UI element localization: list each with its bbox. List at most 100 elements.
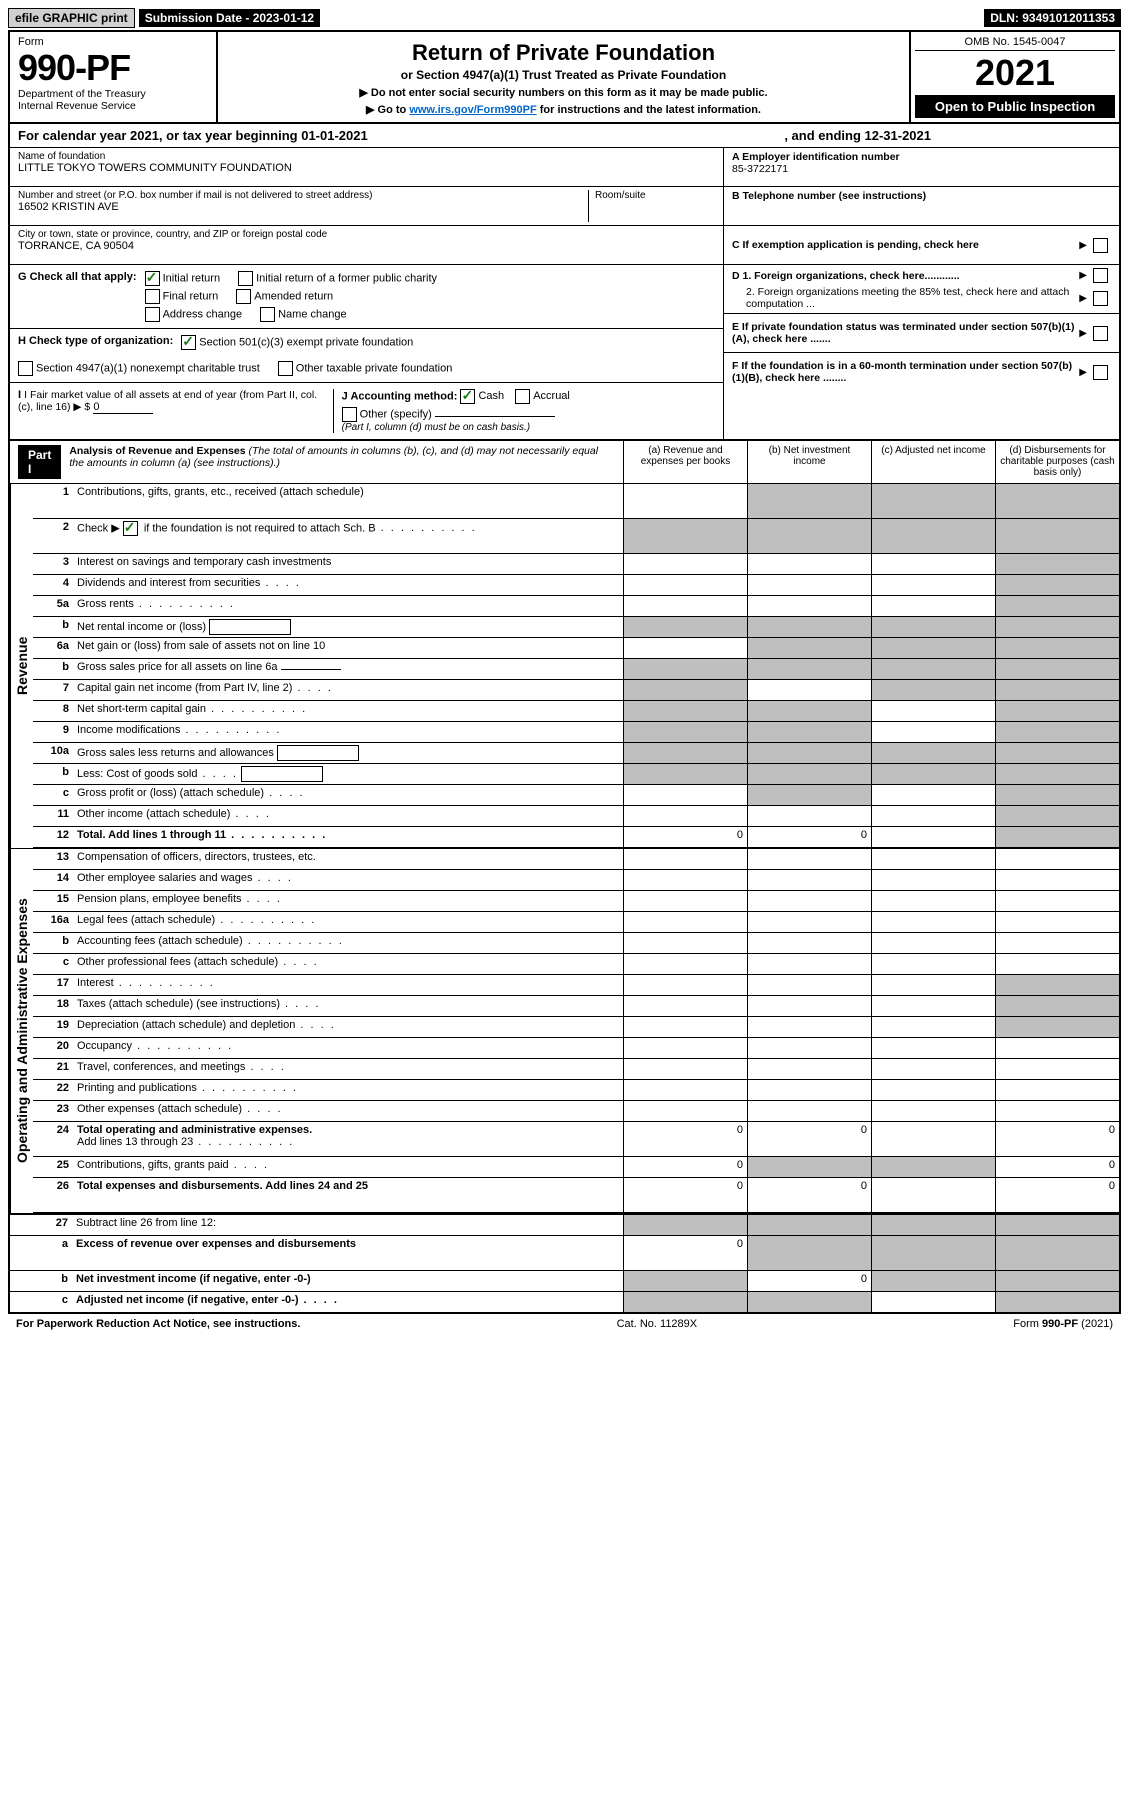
row-9: 9Income modifications bbox=[33, 722, 1119, 743]
row-10b: bLess: Cost of goods sold bbox=[33, 764, 1119, 785]
row-6a: 6aNet gain or (loss) from sale of assets… bbox=[33, 638, 1119, 659]
efile-btn[interactable]: efile GRAPHIC print bbox=[8, 8, 135, 28]
tax-year: 2021 bbox=[915, 55, 1115, 91]
part1-header: Part I Analysis of Revenue and Expenses … bbox=[10, 441, 1119, 484]
e-label: E If private foundation status was termi… bbox=[732, 321, 1075, 345]
4947a1-label: Section 4947(a)(1) nonexempt charitable … bbox=[36, 362, 260, 374]
address-change-checkbox[interactable] bbox=[145, 307, 160, 322]
revenue-side-label: Revenue bbox=[10, 484, 33, 848]
goto-post: for instructions and the latest informat… bbox=[537, 104, 761, 116]
g-label: G Check all that apply: bbox=[18, 271, 137, 283]
calendar-year-row: For calendar year 2021, or tax year begi… bbox=[10, 124, 1119, 148]
submission-date: Submission Date - 2023-01-12 bbox=[139, 9, 320, 27]
cash-checkbox[interactable] bbox=[460, 389, 475, 404]
e-checkbox[interactable] bbox=[1093, 326, 1108, 341]
entity-info: Name of foundation LITTLE TOKYO TOWERS C… bbox=[10, 148, 1119, 441]
omb-number: OMB No. 1545-0047 bbox=[915, 36, 1115, 51]
f-checkbox[interactable] bbox=[1093, 365, 1108, 380]
row-27c: cAdjusted net income (if negative, enter… bbox=[10, 1292, 1119, 1312]
501c3-checkbox[interactable] bbox=[181, 335, 196, 350]
form-number: 990-PF bbox=[18, 50, 208, 86]
amended-return-checkbox[interactable] bbox=[236, 289, 251, 304]
row-10a: 10aGross sales less returns and allowanc… bbox=[33, 743, 1119, 764]
other-method-checkbox[interactable] bbox=[342, 407, 357, 422]
irs-label: Internal Revenue Service bbox=[18, 100, 208, 112]
ssn-warning: ▶ Do not enter social security numbers o… bbox=[230, 86, 897, 99]
room-label: Room/suite bbox=[595, 190, 715, 201]
form-subtitle: or Section 4947(a)(1) Trust Treated as P… bbox=[230, 68, 897, 82]
row-16a: 16aLegal fees (attach schedule) bbox=[33, 912, 1119, 933]
name-label: Name of foundation bbox=[18, 151, 715, 162]
section-d: D 1. Foreign organizations, check here..… bbox=[724, 265, 1119, 314]
schb-checkbox[interactable] bbox=[123, 521, 138, 536]
fmv-value: 0 bbox=[93, 401, 153, 414]
ein-value: 85-3722171 bbox=[732, 163, 1111, 175]
initial-return-label: Initial return bbox=[163, 272, 220, 284]
j-note: (Part I, column (d) must be on cash basi… bbox=[342, 422, 715, 433]
header-right: OMB No. 1545-0047 2021 Open to Public In… bbox=[909, 32, 1119, 122]
initial-return-checkbox[interactable] bbox=[145, 271, 160, 286]
address-change-label: Address change bbox=[163, 308, 243, 320]
address-value: 16502 KRISTIN AVE bbox=[18, 201, 588, 213]
row-20: 20Occupancy bbox=[33, 1038, 1119, 1059]
d2-checkbox[interactable] bbox=[1093, 291, 1108, 306]
name-change-checkbox[interactable] bbox=[260, 307, 275, 322]
c-label: C If exemption application is pending, c… bbox=[732, 239, 1075, 251]
foundation-name-cell: Name of foundation LITTLE TOKYO TOWERS C… bbox=[10, 148, 723, 187]
row-4: 4Dividends and interest from securities bbox=[33, 575, 1119, 596]
d1-checkbox[interactable] bbox=[1093, 268, 1108, 283]
row-22: 22Printing and publications bbox=[33, 1080, 1119, 1101]
section-ij: I I Fair market value of all assets at e… bbox=[10, 383, 723, 439]
row-5a: 5aGross rents bbox=[33, 596, 1119, 617]
foundation-name: LITTLE TOKYO TOWERS COMMUNITY FOUNDATION bbox=[18, 162, 715, 174]
section-g: G Check all that apply: Initial return I… bbox=[10, 265, 723, 329]
section-e: E If private foundation status was termi… bbox=[724, 314, 1119, 353]
row-27: 27Subtract line 26 from line 12: bbox=[10, 1213, 1119, 1236]
row-19: 19Depreciation (attach schedule) and dep… bbox=[33, 1017, 1119, 1038]
ein-label: A Employer identification number bbox=[732, 151, 1111, 163]
part1-title: Analysis of Revenue and Expenses bbox=[69, 445, 245, 457]
address-label: Number and street (or P.O. box number if… bbox=[18, 190, 588, 201]
d1-label: D 1. Foreign organizations, check here..… bbox=[732, 270, 1075, 282]
dln: DLN: 93491012011353 bbox=[984, 9, 1121, 27]
irs-link[interactable]: www.irs.gov/Form990PF bbox=[409, 104, 536, 116]
row-23: 23Other expenses (attach schedule) bbox=[33, 1101, 1119, 1122]
name-change-label: Name change bbox=[278, 308, 347, 320]
form-ref: Form 990-PF (2021) bbox=[1013, 1318, 1113, 1330]
ein-cell: A Employer identification number 85-3722… bbox=[724, 148, 1119, 187]
form-frame: Form 990-PF Department of the Treasury I… bbox=[8, 30, 1121, 1314]
row-15: 15Pension plans, employee benefits bbox=[33, 891, 1119, 912]
other-taxable-checkbox[interactable] bbox=[278, 361, 293, 376]
col-d-header: (d) Disbursements for charitable purpose… bbox=[995, 441, 1119, 483]
row-25: 25Contributions, gifts, grants paid00 bbox=[33, 1157, 1119, 1178]
i-label: I Fair market value of all assets at end… bbox=[18, 389, 317, 413]
phone-label: B Telephone number (see instructions) bbox=[732, 190, 1111, 202]
row-27a: aExcess of revenue over expenses and dis… bbox=[10, 1236, 1119, 1271]
page-footer: For Paperwork Reduction Act Notice, see … bbox=[8, 1314, 1121, 1334]
other-taxable-label: Other taxable private foundation bbox=[296, 362, 453, 374]
initial-former-checkbox[interactable] bbox=[238, 271, 253, 286]
accrual-label: Accrual bbox=[533, 390, 570, 402]
row-17: 17Interest bbox=[33, 975, 1119, 996]
row-21: 21Travel, conferences, and meetings bbox=[33, 1059, 1119, 1080]
h-label: H Check type of organization: bbox=[18, 335, 173, 347]
goto-pre: ▶ Go to bbox=[366, 104, 409, 116]
final-return-checkbox[interactable] bbox=[145, 289, 160, 304]
col-b-header: (b) Net investment income bbox=[747, 441, 871, 483]
amended-return-label: Amended return bbox=[254, 290, 333, 302]
row-7: 7Capital gain net income (from Part IV, … bbox=[33, 680, 1119, 701]
f-label: F If the foundation is in a 60-month ter… bbox=[732, 360, 1075, 384]
c-checkbox[interactable] bbox=[1093, 238, 1108, 253]
d2-label: 2. Foreign organizations meeting the 85%… bbox=[732, 286, 1075, 310]
row-11: 11Other income (attach schedule) bbox=[33, 806, 1119, 827]
4947a1-checkbox[interactable] bbox=[18, 361, 33, 376]
row-3: 3Interest on savings and temporary cash … bbox=[33, 554, 1119, 575]
goto-note: ▶ Go to www.irs.gov/Form990PF for instru… bbox=[230, 103, 897, 116]
row-27b: bNet investment income (if negative, ent… bbox=[10, 1271, 1119, 1292]
accrual-checkbox[interactable] bbox=[515, 389, 530, 404]
revenue-section: Revenue 1Contributions, gifts, grants, e… bbox=[10, 484, 1119, 848]
dept-treasury: Department of the Treasury bbox=[18, 88, 208, 100]
col-c-header: (c) Adjusted net income bbox=[871, 441, 995, 483]
row-2: 2Check ▶ if the foundation is not requir… bbox=[33, 519, 1119, 554]
section-c: C If exemption application is pending, c… bbox=[724, 226, 1119, 265]
